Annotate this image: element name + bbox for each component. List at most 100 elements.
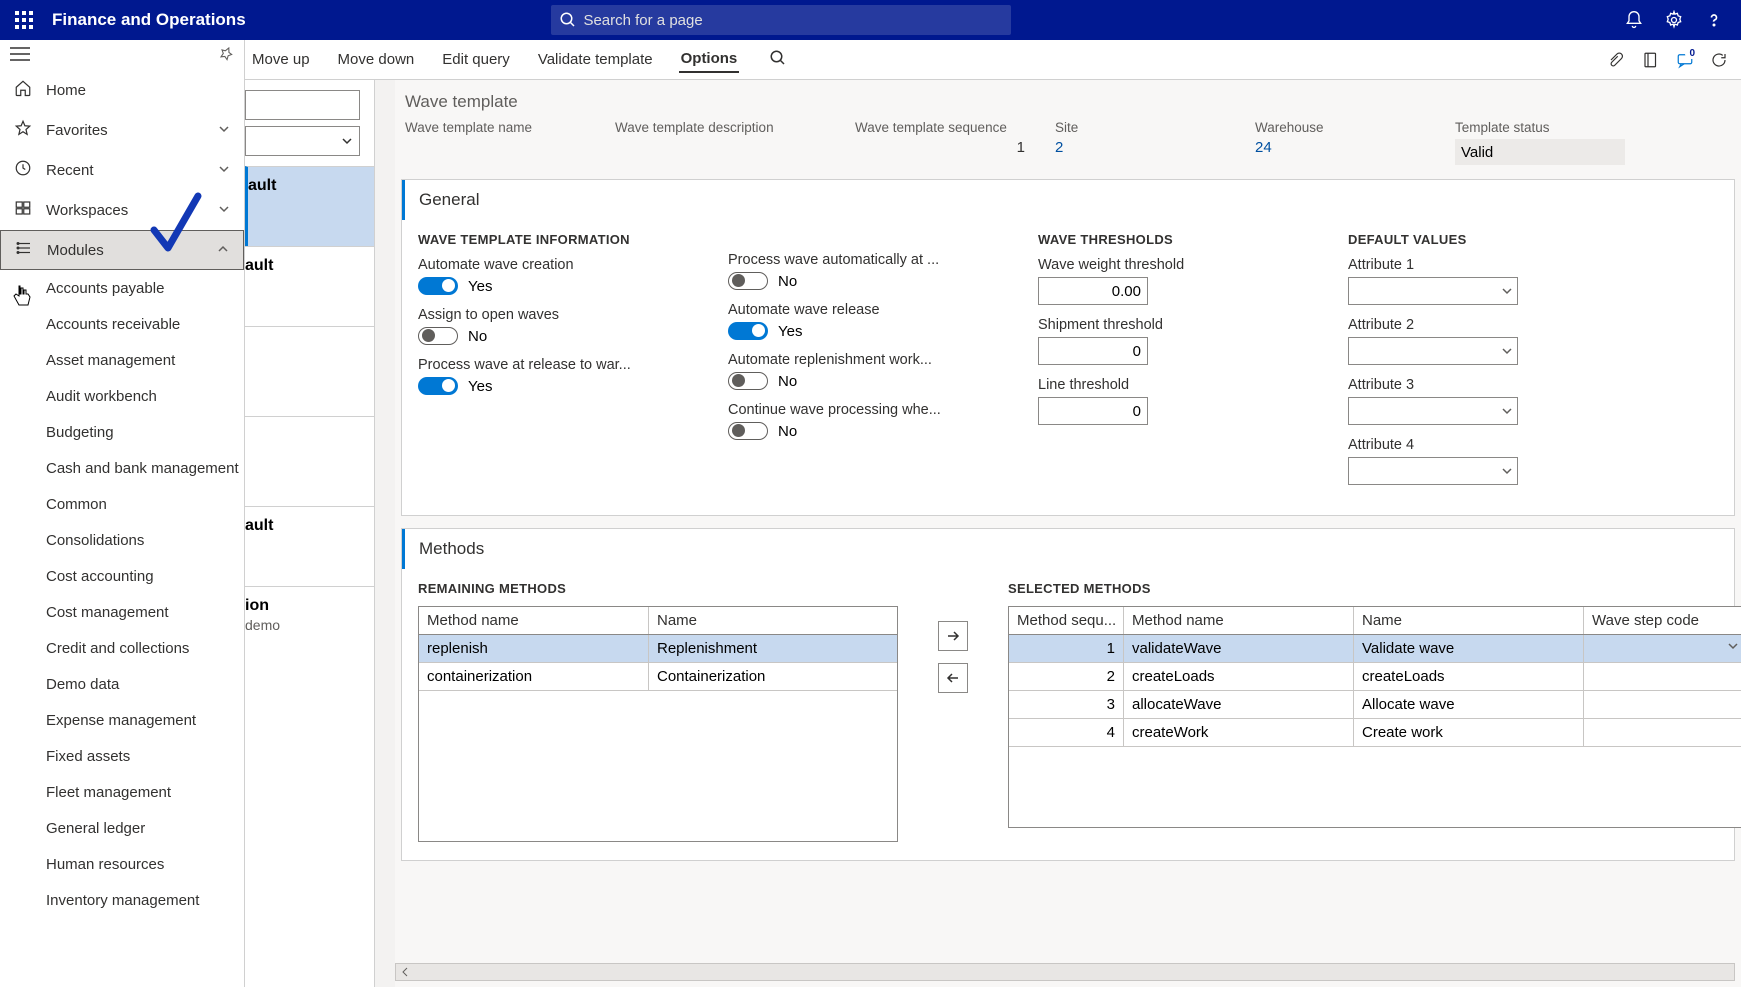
module-asset-management[interactable]: Asset management [0, 342, 244, 378]
cell-code[interactable] [1584, 691, 1741, 718]
field-label: Automate replenishment work... [728, 352, 988, 368]
cell-code[interactable] [1584, 635, 1741, 662]
number-input[interactable] [1038, 277, 1148, 305]
list-item[interactable]: ault [245, 246, 374, 326]
table-row[interactable]: replenishReplenishment [419, 635, 897, 663]
nav-modules[interactable]: Modules [0, 230, 244, 270]
nav-home[interactable]: Home [0, 70, 244, 110]
app-launcher-icon[interactable] [8, 4, 40, 36]
module-expense-management[interactable]: Expense management [0, 702, 244, 738]
table-row[interactable]: containerizationContainerization [419, 663, 897, 691]
col-method-name[interactable]: Method name [419, 607, 649, 634]
field-label: Automate wave release [728, 302, 988, 318]
table-row[interactable]: 4createWorkCreate work [1009, 719, 1741, 747]
nav-workspaces[interactable]: Workspaces [0, 190, 244, 230]
move-right-button[interactable] [938, 621, 968, 651]
remaining-title: REMAINING METHODS [418, 581, 898, 596]
header-value[interactable]: 24 [1255, 139, 1425, 156]
list-item[interactable] [245, 416, 374, 506]
module-general-ledger[interactable]: General ledger [0, 810, 244, 846]
col-wave-step[interactable]: Wave step code [1584, 607, 1741, 634]
module-common[interactable]: Common [0, 486, 244, 522]
module-accounts-payable[interactable]: Accounts payable [0, 270, 244, 306]
toggle-text: No [778, 273, 797, 290]
header-value[interactable]: 2 [1055, 139, 1225, 156]
module-human-resources[interactable]: Human resources [0, 846, 244, 882]
module-consolidations[interactable]: Consolidations [0, 522, 244, 558]
module-inventory-management[interactable]: Inventory management [0, 882, 244, 918]
table-row[interactable]: 1validateWaveValidate wave [1009, 635, 1741, 663]
list-item[interactable]: ault [245, 166, 374, 246]
table-row[interactable]: 2createLoadscreateLoads [1009, 663, 1741, 691]
toggle[interactable] [728, 272, 768, 290]
cell-code[interactable] [1584, 719, 1741, 746]
number-input[interactable] [1038, 397, 1148, 425]
list-item[interactable]: iondemo [245, 586, 374, 666]
cmd-options[interactable]: Options [679, 46, 740, 73]
module-accounts-receivable[interactable]: Accounts receivable [0, 306, 244, 342]
toggle[interactable] [728, 422, 768, 440]
number-input[interactable] [1038, 337, 1148, 365]
combo-input[interactable] [1348, 397, 1518, 425]
module-budgeting[interactable]: Budgeting [0, 414, 244, 450]
pin-icon[interactable] [218, 46, 234, 67]
module-demo-data[interactable]: Demo data [0, 666, 244, 702]
refresh-icon[interactable] [1709, 50, 1729, 70]
col-s-name[interactable]: Name [1354, 607, 1584, 634]
toggle[interactable] [728, 322, 768, 340]
header-label: Site [1055, 120, 1225, 135]
clock-icon [14, 159, 32, 181]
toggle[interactable] [418, 377, 458, 395]
module-fixed-assets[interactable]: Fixed assets [0, 738, 244, 774]
scroll-left-icon[interactable] [396, 964, 414, 980]
toggle[interactable] [418, 327, 458, 345]
cell-method: containerization [419, 663, 649, 690]
module-audit-workbench[interactable]: Audit workbench [0, 378, 244, 414]
toggle[interactable] [728, 372, 768, 390]
field-label: Attribute 2 [1348, 317, 1608, 333]
module-cash-and-bank-management[interactable]: Cash and bank management [0, 450, 244, 486]
module-credit-and-collections[interactable]: Credit and collections [0, 630, 244, 666]
nav-favorites[interactable]: Favorites [0, 110, 244, 150]
cmd-search-icon[interactable] [769, 49, 787, 71]
horizontal-scrollbar[interactable] [395, 963, 1735, 981]
combo-input[interactable] [1348, 457, 1518, 485]
settings-gear-icon[interactable] [1663, 9, 1685, 31]
cmd-move-up[interactable]: Move up [250, 47, 312, 72]
module-cost-management[interactable]: Cost management [0, 594, 244, 630]
selected-grid: Method sequ... Method name Name Wave ste… [1008, 606, 1741, 828]
home-icon [14, 79, 32, 101]
methods-header[interactable]: Methods [402, 529, 1734, 569]
notifications-icon[interactable] [1623, 9, 1645, 31]
field-attribute-3: Attribute 3 [1348, 377, 1608, 425]
combo-input[interactable] [1348, 337, 1518, 365]
col-name[interactable]: Name [649, 607, 897, 634]
cmd-edit-query[interactable]: Edit query [440, 47, 512, 72]
list-item[interactable]: ault [245, 506, 374, 586]
book-icon[interactable] [1641, 50, 1661, 70]
list-item[interactable] [245, 326, 374, 416]
module-cost-accounting[interactable]: Cost accounting [0, 558, 244, 594]
module-fleet-management[interactable]: Fleet management [0, 774, 244, 810]
help-icon[interactable] [1703, 9, 1725, 31]
search-input[interactable] [551, 5, 1011, 35]
cmd-validate-template[interactable]: Validate template [536, 47, 655, 72]
general-header[interactable]: General [402, 180, 1734, 220]
toggle[interactable] [418, 277, 458, 295]
attach-icon[interactable] [1607, 50, 1627, 70]
messages-icon[interactable]: 0 [1675, 50, 1695, 70]
field-label: Assign to open waves [418, 307, 678, 323]
nav-recent[interactable]: Recent [0, 150, 244, 190]
cell-seq: 3 [1009, 691, 1124, 718]
filter-select[interactable] [245, 126, 360, 156]
hamburger-icon[interactable] [10, 46, 30, 67]
filter-input[interactable] [245, 90, 360, 120]
move-left-button[interactable] [938, 663, 968, 693]
col-seq[interactable]: Method sequ... [1009, 607, 1124, 634]
cmd-move-down[interactable]: Move down [336, 47, 417, 72]
table-row[interactable]: 3allocateWaveAllocate wave [1009, 691, 1741, 719]
cell-code[interactable] [1584, 663, 1741, 690]
header-label: Wave template name [405, 120, 585, 135]
col-s-method[interactable]: Method name [1124, 607, 1354, 634]
combo-input[interactable] [1348, 277, 1518, 305]
